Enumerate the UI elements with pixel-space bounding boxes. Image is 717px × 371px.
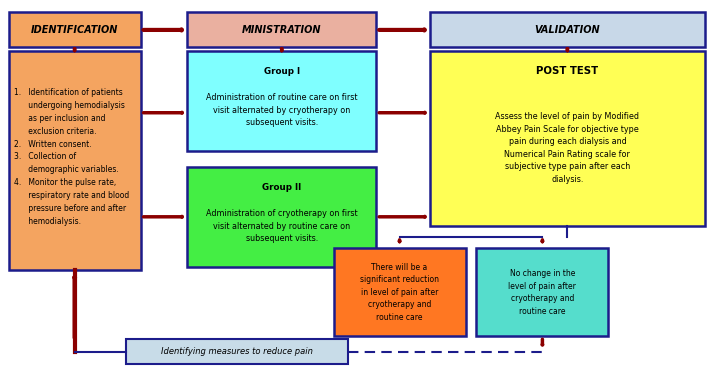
FancyBboxPatch shape [187, 51, 376, 151]
FancyBboxPatch shape [333, 248, 465, 336]
Text: Group I: Group I [264, 67, 300, 76]
Text: Administration of cryotherapy on first
visit alternated by routine care on
subse: Administration of cryotherapy on first v… [206, 209, 358, 243]
Text: 1.   Identification of patients
      undergoing hemodialysis
      as per inclu: 1. Identification of patients undergoing… [14, 88, 130, 226]
FancyBboxPatch shape [430, 13, 705, 47]
Text: Assess the level of pain by Modified
Abbey Pain Scale for objective type
pain du: Assess the level of pain by Modified Abb… [495, 112, 640, 184]
FancyBboxPatch shape [126, 339, 348, 364]
FancyBboxPatch shape [9, 13, 141, 47]
FancyBboxPatch shape [476, 248, 609, 336]
Text: IDENTIFICATION: IDENTIFICATION [31, 25, 118, 35]
Text: There will be a
significant reduction
in level of pain after
cryotherapy and
rou: There will be a significant reduction in… [360, 263, 439, 322]
Text: MINISTRATION: MINISTRATION [242, 25, 321, 35]
Text: No change in the
level of pain after
cryotherapy and
routine care: No change in the level of pain after cry… [508, 269, 576, 315]
FancyBboxPatch shape [9, 51, 141, 270]
Text: Identifying measures to reduce pain: Identifying measures to reduce pain [161, 347, 313, 356]
Text: POST TEST: POST TEST [536, 66, 599, 76]
Text: Group II: Group II [262, 183, 301, 192]
Text: VALIDATION: VALIDATION [535, 25, 600, 35]
Text: Administration of routine care on first
visit alternated by cryotherapy on
subse: Administration of routine care on first … [206, 93, 358, 127]
FancyBboxPatch shape [430, 51, 705, 226]
FancyBboxPatch shape [187, 13, 376, 47]
FancyBboxPatch shape [187, 167, 376, 266]
